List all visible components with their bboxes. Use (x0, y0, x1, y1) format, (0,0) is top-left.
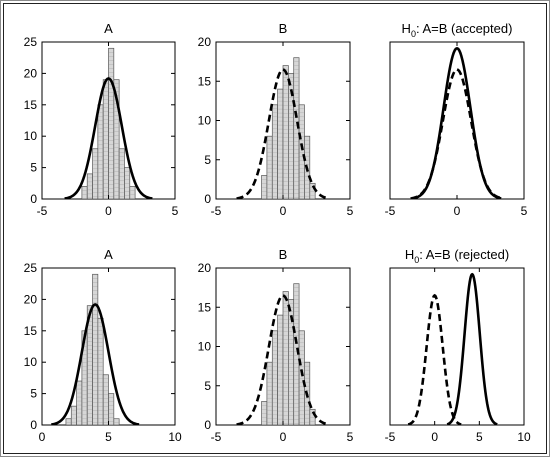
histogram-bar (92, 148, 99, 199)
dashed-density-curve (407, 293, 462, 425)
histogram-bar (124, 167, 131, 199)
histogram-bar (113, 418, 120, 425)
x-tick-label: -5 (211, 204, 222, 218)
plot-content (51, 273, 140, 425)
chart-title: H0: A=B (accepted) (402, 21, 513, 39)
histogram-bar (86, 173, 93, 199)
y-tick-label: 0 (30, 192, 37, 206)
plot-content (236, 57, 330, 199)
y-tick-label: 20 (198, 35, 212, 49)
chart-panel-4: 0 5 10 0 5 10 15 20 25 A (24, 247, 182, 444)
solid-density-curve (446, 272, 498, 425)
dashed-density-curve (410, 68, 504, 199)
x-tick-label: -5 (37, 204, 48, 218)
histogram-bar (65, 418, 72, 425)
y-tick-label: 5 (30, 387, 37, 401)
y-tick-label: 15 (24, 324, 38, 338)
histogram-bar (81, 186, 88, 199)
histogram-bar (113, 79, 120, 199)
y-tick-label: 5 (204, 379, 211, 393)
x-tick-label: -5 (211, 430, 222, 444)
chart-title: H0: A=B (rejected) (405, 247, 509, 265)
x-tick-label: 5 (521, 204, 528, 218)
y-tick-label: 25 (24, 261, 38, 275)
chart-title: B (279, 247, 288, 262)
x-tick-label: 5 (105, 430, 112, 444)
chart-panel-3: -5 0 5 H0: A=B (accepted) (385, 21, 528, 218)
histogram-bar (129, 186, 136, 199)
plot-content (64, 47, 153, 199)
x-tick-label: 0 (39, 430, 46, 444)
histogram-bar (266, 135, 273, 199)
plot-area (389, 41, 525, 200)
x-tick-label: 0 (431, 430, 438, 444)
x-tick-label: 10 (517, 430, 531, 444)
y-tick-label: 25 (24, 35, 38, 49)
histogram-bar (102, 79, 109, 199)
histogram-bar (266, 361, 273, 425)
y-tick-label: 5 (30, 161, 37, 175)
y-tick-label: 15 (24, 98, 38, 112)
chart-title: A (104, 21, 113, 36)
dashed-density-curve (236, 294, 330, 425)
histogram-bar (76, 380, 83, 425)
x-tick-label: 0 (280, 430, 287, 444)
histogram-bar (277, 314, 284, 425)
plot-content (410, 46, 504, 199)
x-tick-label: 5 (347, 430, 354, 444)
y-tick-label: 0 (204, 192, 211, 206)
solid-density-curve (51, 303, 140, 425)
x-tick-label: 0 (454, 204, 461, 218)
x-tick-label: 0 (105, 204, 112, 218)
y-tick-label: 10 (24, 355, 38, 369)
x-tick-label: 5 (172, 204, 179, 218)
chart-title: B (279, 21, 288, 36)
x-tick-label: 5 (347, 204, 354, 218)
histogram-bar (102, 374, 109, 425)
y-tick-label: 10 (198, 340, 212, 354)
histogram-bar (118, 148, 125, 199)
plot-content (236, 283, 330, 425)
y-tick-label: 5 (204, 153, 211, 167)
y-tick-label: 20 (198, 261, 212, 275)
y-tick-label: 10 (24, 129, 38, 143)
y-tick-label: 15 (198, 74, 212, 88)
x-tick-label: -5 (385, 430, 396, 444)
x-tick-label: 0 (280, 204, 287, 218)
histogram-bar (108, 393, 115, 425)
y-tick-label: 0 (204, 418, 211, 432)
plot-content (407, 272, 498, 425)
y-tick-label: 15 (198, 300, 212, 314)
inner-frame (3, 3, 547, 454)
x-tick-label: 5 (476, 430, 483, 444)
y-tick-label: 20 (24, 292, 38, 306)
chart-panel-6: -5 0 5 10 H0: A=B (rejected) (385, 247, 531, 444)
chart-title: A (104, 247, 113, 262)
histogram-bar (277, 88, 284, 199)
y-tick-label: 0 (30, 418, 37, 432)
dashed-density-curve (236, 68, 330, 199)
solid-density-curve (64, 77, 153, 199)
x-tick-label: 10 (168, 430, 182, 444)
y-tick-label: 10 (198, 114, 212, 128)
y-tick-label: 20 (24, 66, 38, 80)
x-tick-label: -5 (385, 204, 396, 218)
